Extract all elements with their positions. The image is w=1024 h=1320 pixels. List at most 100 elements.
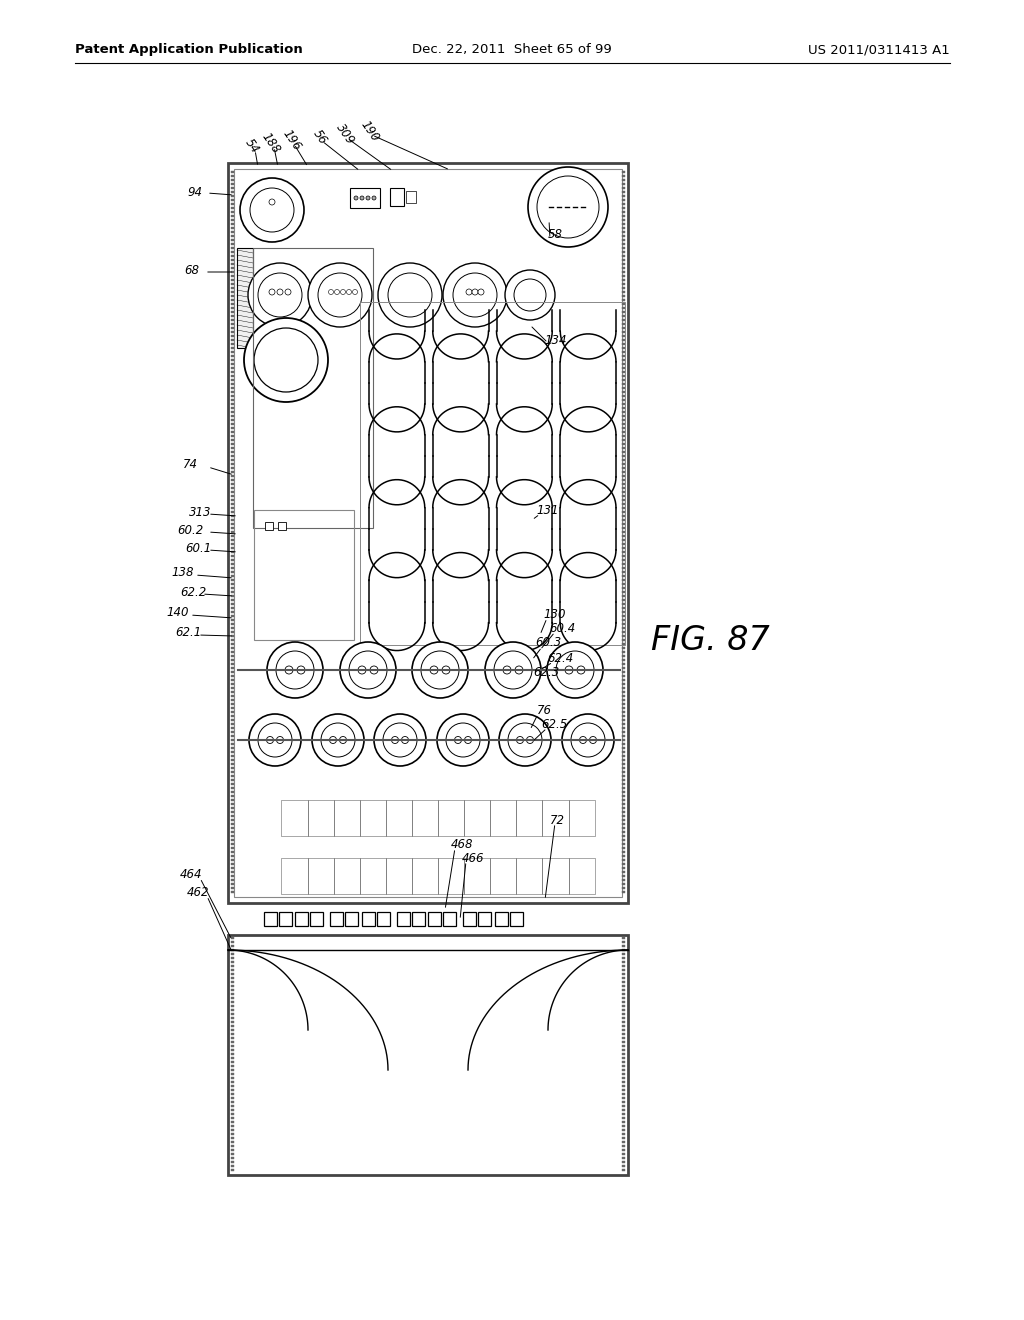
Bar	[231, 1125, 234, 1127]
Bar	[231, 719, 234, 721]
Bar	[622, 347, 625, 348]
Bar	[310, 912, 323, 927]
Text: 138: 138	[172, 566, 195, 579]
Bar	[231, 607, 234, 609]
Bar	[622, 643, 625, 645]
Bar	[231, 623, 234, 624]
Text: 130: 130	[544, 609, 566, 622]
Bar	[622, 771, 625, 774]
Bar	[231, 239, 234, 242]
Bar	[231, 327, 234, 329]
Bar	[464, 800, 490, 836]
Circle shape	[352, 289, 357, 294]
Bar	[412, 800, 438, 836]
Bar	[622, 568, 625, 569]
Bar	[622, 403, 625, 405]
Bar	[622, 957, 625, 960]
Bar	[231, 199, 234, 201]
Bar	[231, 1001, 234, 1003]
Bar	[231, 455, 234, 457]
Bar	[622, 1113, 625, 1115]
Bar	[231, 367, 234, 370]
Bar	[231, 743, 234, 744]
Bar	[622, 290, 625, 293]
Bar	[231, 731, 234, 733]
Bar	[622, 715, 625, 717]
Bar	[510, 912, 523, 927]
Bar	[622, 1158, 625, 1159]
Circle shape	[269, 199, 275, 205]
Bar	[622, 1144, 625, 1147]
Bar	[231, 655, 234, 657]
Text: 62.4: 62.4	[547, 652, 573, 664]
Bar	[622, 981, 625, 983]
Bar	[231, 459, 234, 461]
Bar	[622, 708, 625, 709]
Bar	[359, 800, 386, 836]
Bar	[622, 711, 625, 713]
Bar	[622, 1053, 625, 1055]
Circle shape	[526, 737, 534, 743]
Bar	[622, 436, 625, 437]
Bar	[231, 879, 234, 880]
Bar	[231, 1053, 234, 1055]
Bar	[543, 800, 568, 836]
Bar	[622, 675, 625, 677]
Circle shape	[250, 187, 294, 232]
Bar	[231, 535, 234, 537]
Bar	[231, 759, 234, 762]
Bar	[386, 800, 412, 836]
Bar	[622, 479, 625, 480]
Bar	[622, 327, 625, 329]
Bar	[622, 678, 625, 681]
Text: 62.2: 62.2	[180, 586, 206, 598]
Bar	[231, 1105, 234, 1107]
Bar	[231, 467, 234, 469]
Circle shape	[244, 318, 328, 403]
Circle shape	[453, 273, 497, 317]
Bar	[622, 973, 625, 975]
Bar	[622, 576, 625, 577]
Bar	[231, 810, 234, 813]
Bar	[622, 339, 625, 341]
Bar	[231, 1097, 234, 1100]
Bar	[622, 351, 625, 352]
Bar	[231, 1065, 234, 1067]
Bar	[231, 263, 234, 265]
Bar	[622, 519, 625, 521]
Bar	[231, 787, 234, 789]
Bar	[622, 355, 625, 356]
Circle shape	[269, 289, 275, 294]
Bar	[622, 867, 625, 869]
Bar	[622, 227, 625, 228]
Circle shape	[465, 737, 471, 743]
Circle shape	[266, 737, 273, 743]
Bar	[622, 891, 625, 894]
Bar	[231, 977, 234, 979]
Bar	[231, 475, 234, 477]
Circle shape	[590, 737, 597, 743]
Bar	[231, 1012, 234, 1015]
Bar	[231, 686, 234, 689]
Bar	[231, 564, 234, 565]
Bar	[231, 422, 234, 425]
Bar	[330, 912, 343, 927]
Bar	[622, 467, 625, 469]
Bar	[228, 162, 628, 903]
Bar	[282, 858, 307, 894]
Bar	[231, 739, 234, 741]
Bar	[622, 795, 625, 797]
Bar	[622, 426, 625, 429]
Bar	[231, 611, 234, 612]
Bar	[265, 521, 273, 531]
Bar	[622, 751, 625, 752]
Bar	[231, 211, 234, 213]
Bar	[622, 375, 625, 378]
Circle shape	[516, 737, 523, 743]
Bar	[622, 275, 625, 277]
Bar	[622, 1008, 625, 1011]
Bar	[622, 414, 625, 417]
Bar	[231, 639, 234, 642]
Bar	[254, 510, 354, 640]
Text: 56: 56	[310, 127, 330, 147]
